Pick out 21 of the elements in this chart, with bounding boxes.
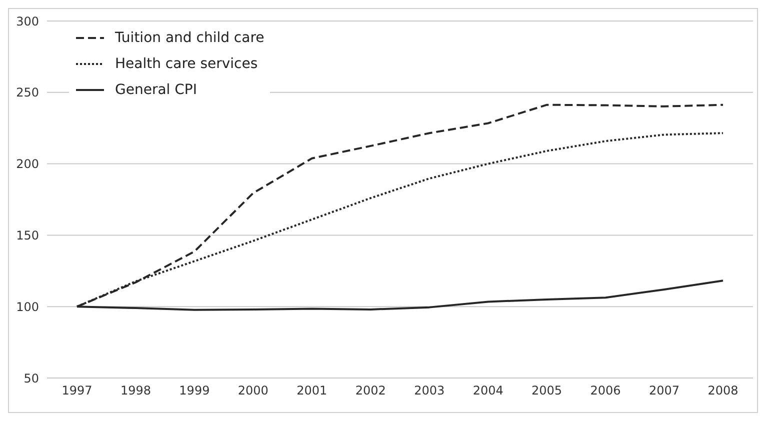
y-tick-label: 50 (24, 371, 39, 386)
x-tick-label: 2001 (296, 384, 328, 398)
x-tick-label: 2004 (472, 384, 504, 398)
y-tick-label: 150 (16, 228, 39, 242)
y-tick-label: 100 (16, 300, 39, 314)
x-tick-label: 1999 (179, 384, 210, 398)
x-tick-label: 2003 (414, 384, 445, 398)
x-tick-label: 1997 (62, 384, 92, 398)
legend-label: Health care services (115, 55, 258, 74)
y-tick-label: 300 (16, 14, 39, 28)
y-tick-label: 200 (16, 157, 39, 172)
x-tick-label: 2008 (708, 384, 738, 398)
x-tick-label: 2002 (355, 384, 386, 398)
y-tick-label: 250 (16, 86, 39, 100)
legend-label: Tuition and child care (115, 29, 264, 48)
x-tick-label: 2006 (590, 384, 621, 398)
x-tick-label: 2000 (238, 384, 268, 398)
x-tick-label: 2005 (532, 384, 562, 398)
x-tick-label: 2007 (649, 384, 680, 398)
legend-label: General CPI (115, 81, 197, 100)
x-tick-label: 1998 (120, 384, 151, 398)
